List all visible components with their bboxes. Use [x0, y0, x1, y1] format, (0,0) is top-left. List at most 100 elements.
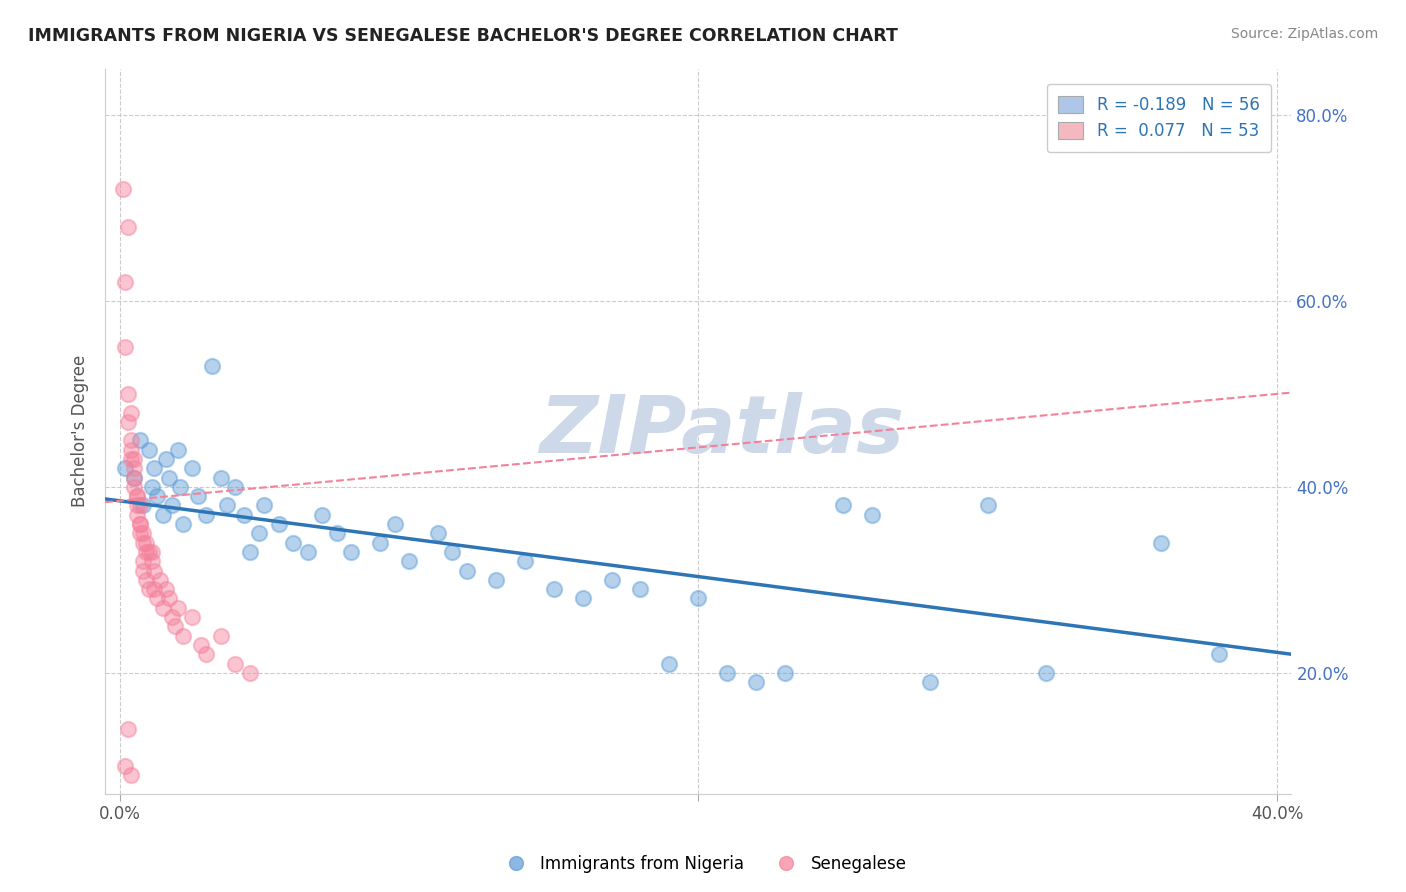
- Point: [209, 470, 232, 484]
- Point: [122, 470, 145, 484]
- Point: [283, 535, 305, 549]
- Point: [201, 359, 224, 373]
- Point: [157, 470, 180, 484]
- Point: [155, 452, 177, 467]
- Point: [190, 638, 212, 652]
- Point: [745, 675, 768, 690]
- Point: [224, 657, 246, 671]
- Point: [187, 489, 209, 503]
- Point: [122, 470, 145, 484]
- Point: [253, 499, 276, 513]
- Point: [141, 545, 163, 559]
- Point: [384, 517, 406, 532]
- Point: [129, 526, 152, 541]
- Point: [426, 526, 449, 541]
- Point: [1208, 647, 1230, 661]
- Point: [172, 629, 194, 643]
- Point: [166, 442, 188, 457]
- Point: [157, 591, 180, 606]
- Point: [125, 499, 148, 513]
- Point: [716, 665, 738, 680]
- Point: [600, 573, 623, 587]
- Point: [152, 600, 174, 615]
- Point: [340, 545, 363, 559]
- Point: [132, 564, 155, 578]
- Point: [117, 415, 139, 429]
- Point: [114, 461, 136, 475]
- Text: IMMIGRANTS FROM NIGERIA VS SENEGALESE BACHELOR'S DEGREE CORRELATION CHART: IMMIGRANTS FROM NIGERIA VS SENEGALESE BA…: [28, 27, 898, 45]
- Point: [120, 452, 142, 467]
- Point: [658, 657, 681, 671]
- Point: [398, 554, 420, 568]
- Point: [117, 219, 139, 234]
- Point: [125, 508, 148, 522]
- Point: [135, 535, 157, 549]
- Point: [143, 564, 166, 578]
- Point: [485, 573, 508, 587]
- Point: [143, 461, 166, 475]
- Point: [325, 526, 347, 541]
- Point: [141, 554, 163, 568]
- Point: [120, 442, 142, 457]
- Point: [146, 591, 169, 606]
- Point: [111, 182, 134, 196]
- Point: [267, 517, 290, 532]
- Point: [543, 582, 565, 596]
- Point: [155, 582, 177, 596]
- Point: [160, 610, 183, 624]
- Point: [132, 535, 155, 549]
- Point: [571, 591, 593, 606]
- Point: [114, 759, 136, 773]
- Point: [630, 582, 652, 596]
- Point: [181, 610, 204, 624]
- Point: [195, 508, 218, 522]
- Point: [1150, 535, 1173, 549]
- Point: [247, 526, 270, 541]
- Point: [120, 768, 142, 782]
- Point: [456, 564, 478, 578]
- Point: [129, 499, 152, 513]
- Point: [172, 517, 194, 532]
- Point: [976, 499, 998, 513]
- Point: [233, 508, 256, 522]
- Point: [169, 480, 191, 494]
- Point: [368, 535, 391, 549]
- Point: [129, 517, 152, 532]
- Point: [1035, 665, 1057, 680]
- Point: [138, 545, 160, 559]
- Point: [132, 526, 155, 541]
- Point: [224, 480, 246, 494]
- Point: [138, 582, 160, 596]
- Point: [141, 480, 163, 494]
- Point: [773, 665, 796, 680]
- Point: [135, 545, 157, 559]
- Point: [160, 499, 183, 513]
- Y-axis label: Bachelor's Degree: Bachelor's Degree: [72, 355, 89, 508]
- Point: [513, 554, 536, 568]
- Point: [135, 573, 157, 587]
- Point: [166, 600, 188, 615]
- Legend: Immigrants from Nigeria, Senegalese: Immigrants from Nigeria, Senegalese: [492, 848, 914, 880]
- Point: [138, 442, 160, 457]
- Point: [122, 452, 145, 467]
- Point: [860, 508, 883, 522]
- Point: [146, 489, 169, 503]
- Point: [215, 499, 238, 513]
- Point: [143, 582, 166, 596]
- Point: [163, 619, 186, 633]
- Point: [114, 276, 136, 290]
- Text: Source: ZipAtlas.com: Source: ZipAtlas.com: [1230, 27, 1378, 41]
- Point: [152, 508, 174, 522]
- Point: [132, 499, 155, 513]
- Point: [149, 573, 172, 587]
- Point: [125, 489, 148, 503]
- Point: [239, 545, 262, 559]
- Point: [688, 591, 710, 606]
- Point: [117, 722, 139, 736]
- Point: [122, 480, 145, 494]
- Point: [918, 675, 941, 690]
- Point: [120, 405, 142, 419]
- Legend: R = -0.189   N = 56, R =  0.077   N = 53: R = -0.189 N = 56, R = 0.077 N = 53: [1046, 84, 1271, 153]
- Point: [114, 340, 136, 354]
- Point: [297, 545, 319, 559]
